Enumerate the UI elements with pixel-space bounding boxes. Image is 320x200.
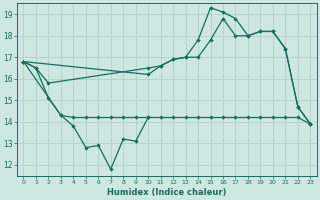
X-axis label: Humidex (Indice chaleur): Humidex (Indice chaleur) xyxy=(107,188,227,197)
